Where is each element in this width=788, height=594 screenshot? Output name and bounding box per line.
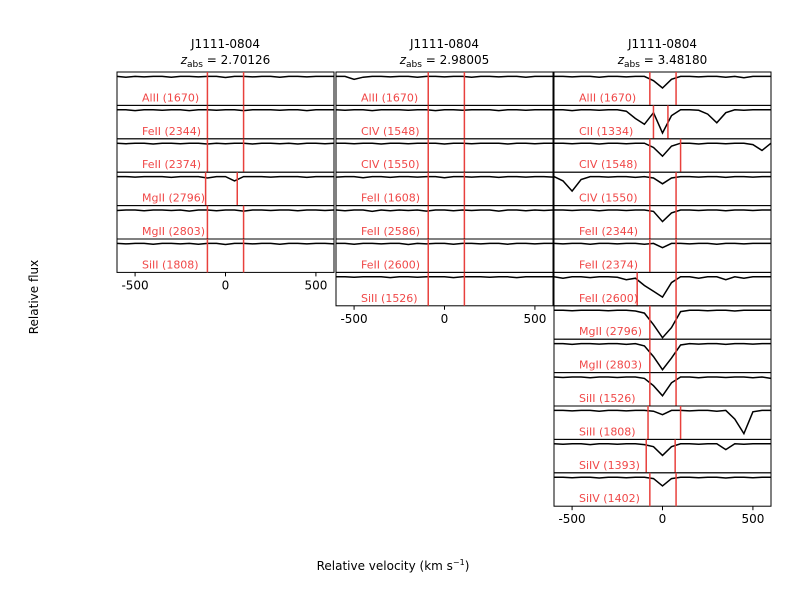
panel-label: CIV (1550) (361, 158, 420, 171)
spectrum-line (116, 209, 335, 212)
x-tick-label: 0 (222, 278, 230, 292)
panel-label: FeII (2344) (142, 125, 201, 138)
spectrum-line (554, 342, 771, 371)
panel-label: FeII (2600) (579, 292, 638, 305)
subtitle-z: z (399, 53, 407, 67)
spectrum-line (553, 175, 771, 193)
panel-label: SiIV (1402) (579, 492, 640, 505)
panel-label: FeII (2344) (579, 225, 638, 238)
x-axis-label-text: Relative velocity (km s (317, 559, 453, 573)
subtitle-z: z (617, 53, 625, 67)
panel-label: AlII (1670) (142, 91, 199, 104)
chart-subtitle: zabs = 2.70126 (180, 53, 271, 70)
x-tick-label: -500 (121, 278, 148, 292)
spectrum-line (554, 209, 771, 223)
chart-title: J1111-0804 (190, 37, 260, 51)
spectrum-line (116, 142, 335, 145)
panel-label: FeII (2374) (579, 258, 638, 271)
subtitle-sub: abs (187, 60, 203, 70)
panel-label: AlII (1670) (579, 91, 636, 104)
spectrum-line (554, 309, 771, 339)
panel-frame (553, 472, 772, 507)
panel-label: CIV (1548) (579, 158, 638, 171)
spectrum-line (553, 276, 771, 299)
x-tick-label: 0 (659, 512, 667, 526)
spectrum-line (116, 242, 335, 246)
spectrum-line (335, 175, 554, 179)
panel-label: CIV (1550) (579, 192, 638, 205)
spectrum-line (336, 242, 553, 246)
panel-label: FeII (1608) (361, 192, 420, 205)
panel-label: SiII (1526) (361, 292, 418, 305)
panel-label: SiIV (1393) (579, 459, 640, 472)
panel-label: MgII (2796) (579, 325, 642, 338)
panel-label: FeII (2586) (361, 225, 420, 238)
spectrum-line (554, 109, 771, 135)
panel-label: FeII (2374) (142, 158, 201, 171)
x-tick-label: -500 (340, 312, 367, 326)
spectrum-line (335, 109, 553, 112)
spectrum-line (335, 209, 554, 213)
spectrum-line (117, 175, 334, 182)
chart-subtitle: zabs = 3.48180 (617, 53, 708, 70)
spectrum-line (554, 476, 771, 487)
x-axis-label-end: ) (465, 559, 470, 573)
spectrum-line (554, 409, 771, 436)
panel-label: FeII (2600) (361, 258, 420, 271)
chart-subtitle: zabs = 2.98005 (399, 53, 490, 70)
panel-label: CIV (1548) (361, 125, 420, 138)
panel-label: SiII (1526) (579, 392, 636, 405)
x-tick-label: 0 (441, 312, 449, 326)
chart-title: J1111-0804 (409, 37, 479, 51)
spectrum-line (336, 142, 553, 145)
subtitle-sub: abs (406, 60, 422, 70)
subtitle-rest: = 2.70126 (203, 53, 270, 67)
panel-label: SiII (1808) (579, 425, 636, 438)
panel-label: CII (1334) (579, 125, 633, 138)
spectrum-line (553, 376, 772, 398)
y-axis-label: Relative flux (27, 260, 41, 334)
subtitle-sub: abs (624, 60, 640, 70)
spectrum-line (336, 276, 553, 279)
spectrum-line (336, 75, 553, 81)
x-axis-label-sup: −1 (453, 558, 465, 567)
panel-label: MgII (2803) (142, 225, 205, 238)
x-tick-label: 500 (523, 312, 546, 326)
x-tick-label: 500 (304, 278, 327, 292)
x-tick-label: -500 (558, 512, 585, 526)
subtitle-rest: = 3.48180 (640, 53, 707, 67)
spectrum-line (116, 75, 334, 79)
panel-label: SiII (1808) (142, 258, 199, 271)
spectrum-line (553, 242, 771, 249)
chart-title: J1111-0804 (627, 37, 697, 51)
panel-label: MgII (2796) (142, 192, 205, 205)
panel-label: MgII (2803) (579, 359, 642, 372)
x-axis-label: Relative velocity (km s−1) (317, 558, 470, 573)
spectrum-line (554, 75, 771, 90)
subtitle-rest: = 2.98005 (422, 53, 489, 67)
spectrum-line (554, 142, 772, 158)
panel-label: AlII (1670) (361, 91, 418, 104)
spectrum-line (117, 109, 334, 112)
subtitle-z: z (180, 53, 188, 67)
x-tick-label: 500 (741, 512, 764, 526)
spectrum-line (553, 443, 771, 457)
